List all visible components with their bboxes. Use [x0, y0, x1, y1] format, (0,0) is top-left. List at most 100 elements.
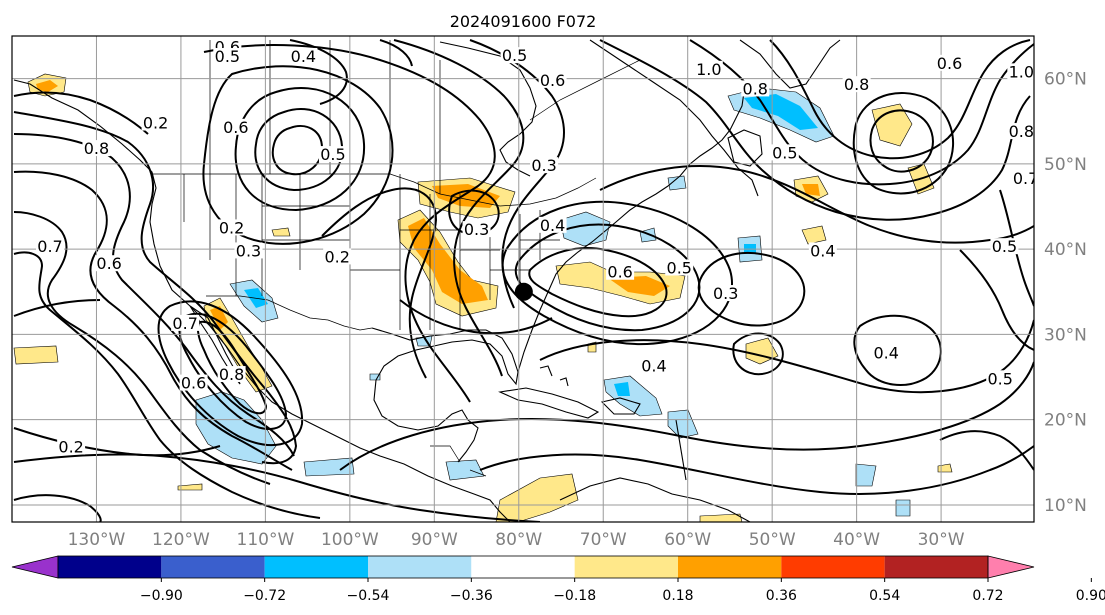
colorbar-segment: [161, 556, 265, 578]
contour-east-atlantic-2: [939, 430, 1034, 471]
positive-area-plains: [271, 227, 291, 237]
colorbar-tick-label: −0.18: [553, 588, 596, 604]
contour-label: 0.3: [464, 220, 489, 239]
contour-north-atlantic-3: [769, 39, 1031, 160]
contour-label-background: [500, 47, 529, 64]
colorbar-tick-label: 0.54: [869, 588, 900, 604]
colorbar-segment: [884, 556, 988, 578]
contour-west-coast-1: [13, 111, 298, 465]
contour-north-atlantic-2: [689, 39, 1034, 186]
coastline-south-america: [559, 477, 751, 522]
contour-label: 0.5: [215, 47, 240, 66]
contour-label: 0.8: [743, 79, 768, 98]
contour-subtropical-2: [853, 314, 942, 386]
contour-north-pacific: [13, 91, 149, 135]
longitude-label: 90°W: [411, 530, 458, 550]
contour-east-atlantic-1: [999, 189, 1034, 307]
longitude-label: 100°W: [321, 530, 379, 550]
contour-trough-west-2: [321, 187, 438, 379]
negative-area-puerto-rico-core: [614, 382, 630, 396]
positive-area-pacific-east: [13, 345, 59, 365]
contour-label-background: [217, 219, 246, 236]
negative-area-east-pacific: [303, 457, 355, 477]
longitude-label: 80°W: [495, 530, 542, 550]
contour-label-background: [1007, 123, 1034, 140]
contour-label-background: [1007, 63, 1034, 80]
colorbar-segment: [58, 556, 162, 578]
contour-label: 0.6: [223, 118, 248, 137]
colorbar-segment: [368, 556, 472, 578]
contour-label-background: [213, 48, 242, 65]
colorbar-segment: [574, 556, 678, 578]
contour-label-background: [872, 344, 901, 361]
contour-subtropical-1: [539, 319, 1034, 394]
contour-label: 0.6: [607, 263, 632, 282]
positive-area-great-lakes-core: [432, 184, 500, 208]
contour-label: 0.6: [937, 54, 962, 73]
contour-rockies-low-1: [271, 125, 324, 176]
contour-central-trough-1: [203, 44, 496, 403]
contour-label-background: [538, 216, 567, 233]
negative-area-atlantic-southeast: [895, 499, 911, 517]
contour-pacific-west: [13, 299, 101, 317]
contour-label-background: [842, 76, 871, 93]
colorbar-segment: [471, 556, 575, 578]
contour-far-north-2: [379, 39, 413, 67]
contour-label-background: [323, 248, 352, 265]
contour-label: 0.5: [987, 369, 1012, 388]
negative-area-atlantic-east: [855, 463, 877, 487]
contour-label-background: [462, 221, 491, 238]
longitude-label: 60°W: [664, 530, 711, 550]
coastline-hispaniola: [600, 397, 641, 415]
contour-label-background: [986, 370, 1015, 387]
coastline-islands-bahamas: [539, 365, 569, 387]
map-title: 2024091600 F072: [450, 12, 597, 31]
contour-storm-1: [528, 247, 668, 318]
contour-west-coast-3: [13, 170, 293, 471]
positive-area-midwest-core: [408, 218, 488, 304]
latitude-label: 60°N: [1044, 70, 1087, 90]
contour-pacific-southwest: [13, 494, 102, 522]
contour-storm-2: [514, 223, 701, 332]
contour-label: 0.6: [181, 374, 206, 393]
contour-label: 0.2: [324, 247, 349, 266]
contour-label: 0.4: [873, 344, 898, 363]
contour-label-background: [217, 366, 246, 383]
contour-label-background: [179, 374, 208, 391]
longitude-label: 50°W: [749, 530, 796, 550]
colorbar-tick-label: 0.90: [1076, 588, 1105, 604]
contour-label-background: [711, 285, 740, 302]
contour-label: 0.4: [641, 357, 666, 376]
contour-southeast-us: [399, 299, 553, 335]
colorbar-extend-low: [11, 555, 59, 579]
colorbar-tick-label: −0.36: [450, 588, 493, 604]
contour-label: 0.2: [143, 114, 168, 133]
contour-label: 0.2: [58, 438, 83, 457]
positive-area-mid-atlantic-ocean: [801, 225, 827, 245]
negative-area-lesser-antilles: [667, 409, 699, 439]
contour-subtropical-3: [732, 332, 784, 376]
contour-label-background: [95, 255, 124, 272]
coastline-labrador: [589, 39, 759, 197]
contour-label: 0.8: [844, 75, 869, 94]
contour-west-coast-5: [13, 251, 321, 519]
positive-area-central-atlantic-core: [802, 184, 820, 196]
contour-label: 0.4: [540, 216, 565, 235]
latitude-label: 40°N: [1044, 240, 1087, 260]
latitude-label: 20°N: [1044, 411, 1087, 431]
positive-area-alaska-core: [36, 80, 58, 92]
contour-label: 0.8: [1009, 122, 1034, 141]
longitude-labels: 130°W 120°W 110°W 100°W 90°W 80°W 70°W 60°W 50°W…: [68, 530, 965, 550]
contour-label: 0.3: [713, 284, 738, 303]
contour-label: 0.8: [219, 365, 244, 384]
contour-label-background: [741, 80, 770, 97]
colorbar-tick-label: 0.18: [662, 588, 693, 604]
shaded-anomaly-areas: [13, 73, 953, 522]
negative-area-texas-coast-small: [369, 373, 381, 381]
colorbar-tick-label: −0.54: [347, 588, 390, 604]
contour-label: 0.6: [540, 71, 565, 90]
contour-far-north-1: [289, 39, 348, 105]
map-frame: [11, 35, 1035, 523]
contour-north-atlantic-low-1: [869, 109, 934, 173]
contour-pacific-south: [13, 427, 221, 457]
